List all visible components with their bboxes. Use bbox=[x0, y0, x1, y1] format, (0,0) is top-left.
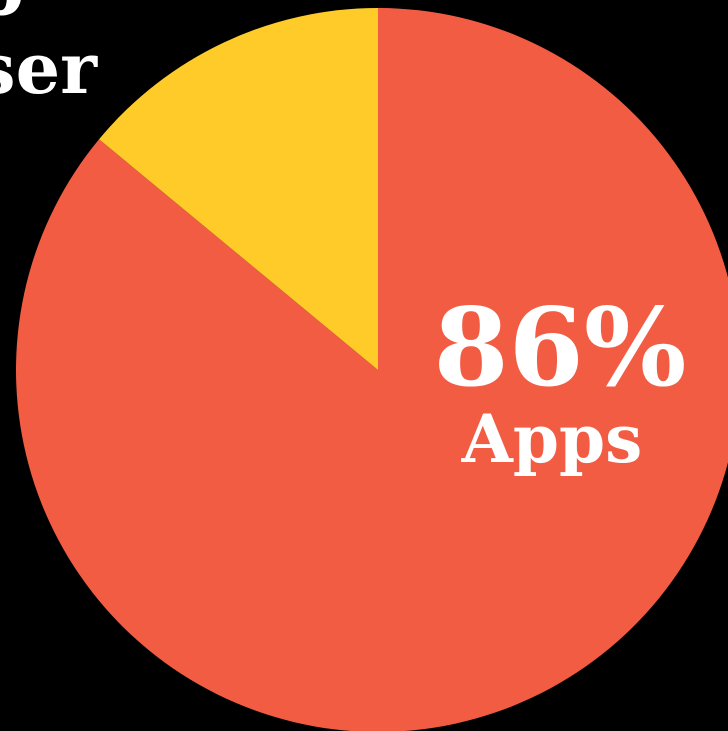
slice-category-label: Apps bbox=[461, 400, 643, 478]
slice-value-label: 14% bbox=[0, 0, 24, 40]
slice-category-label: Browser bbox=[0, 27, 98, 110]
pie-slice bbox=[99, 8, 378, 370]
slice-value-label: 86% bbox=[434, 285, 687, 411]
pie-slice bbox=[16, 8, 728, 731]
